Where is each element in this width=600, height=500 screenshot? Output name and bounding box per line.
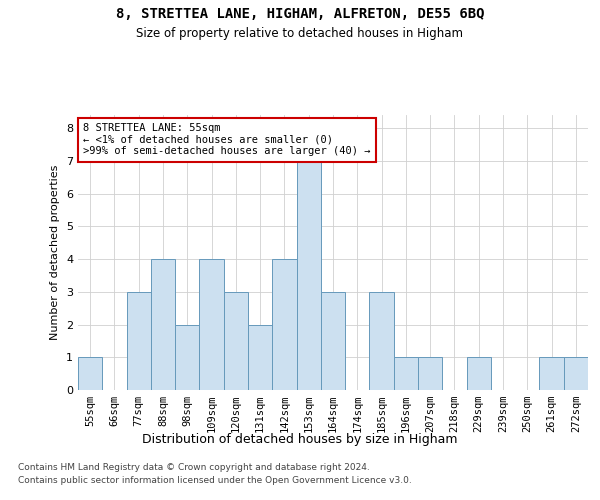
Bar — [564, 358, 588, 390]
Y-axis label: Number of detached properties: Number of detached properties — [50, 165, 61, 340]
Bar — [370, 292, 394, 390]
Bar — [151, 259, 175, 390]
Bar — [272, 259, 296, 390]
Bar — [418, 358, 442, 390]
Bar — [199, 259, 224, 390]
Text: Size of property relative to detached houses in Higham: Size of property relative to detached ho… — [137, 28, 464, 40]
Bar — [394, 358, 418, 390]
Text: 8 STRETTEA LANE: 55sqm
← <1% of detached houses are smaller (0)
>99% of semi-det: 8 STRETTEA LANE: 55sqm ← <1% of detached… — [83, 123, 371, 156]
Bar — [224, 292, 248, 390]
Bar — [127, 292, 151, 390]
Bar — [467, 358, 491, 390]
Bar — [321, 292, 345, 390]
Bar — [248, 324, 272, 390]
Bar — [296, 161, 321, 390]
Text: Contains public sector information licensed under the Open Government Licence v3: Contains public sector information licen… — [18, 476, 412, 485]
Text: 8, STRETTEA LANE, HIGHAM, ALFRETON, DE55 6BQ: 8, STRETTEA LANE, HIGHAM, ALFRETON, DE55… — [116, 8, 484, 22]
Bar — [175, 324, 199, 390]
Bar — [78, 358, 102, 390]
Text: Distribution of detached houses by size in Higham: Distribution of detached houses by size … — [142, 432, 458, 446]
Bar — [539, 358, 564, 390]
Text: Contains HM Land Registry data © Crown copyright and database right 2024.: Contains HM Land Registry data © Crown c… — [18, 462, 370, 471]
